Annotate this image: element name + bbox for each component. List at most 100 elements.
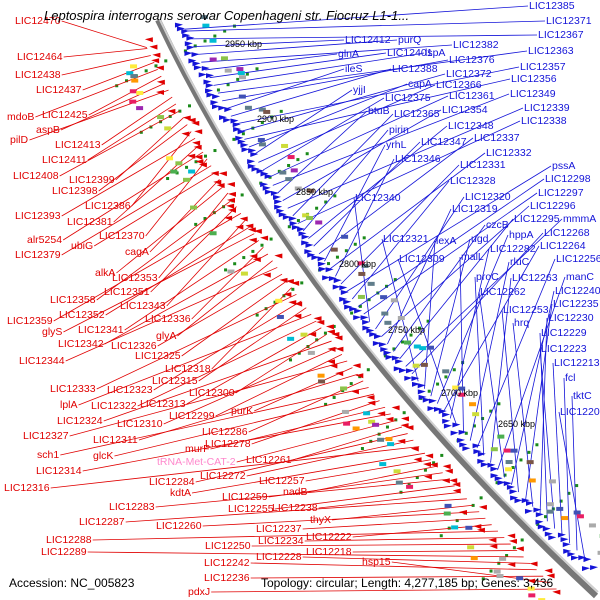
leader-line [391, 561, 550, 583]
cog-color-box [546, 509, 554, 514]
cog-color-box [442, 369, 450, 374]
gene-label: LIC12313 [140, 398, 186, 410]
gene-label: LIC12413 [55, 139, 101, 151]
cog-color-box [352, 426, 360, 431]
gene-label: LIC12237 [256, 523, 302, 535]
gene-label: tktC [573, 390, 592, 402]
gene-label: rluC [510, 256, 530, 268]
cog-color-box [390, 298, 398, 303]
leader-line [474, 276, 485, 456]
forward-strand-arrow [247, 159, 256, 165]
reverse-strand-arrow [224, 215, 233, 221]
gene-label: glcK [93, 450, 113, 462]
cog-color-box [397, 316, 405, 321]
scale-dot [400, 340, 404, 344]
forward-strand-arrow [311, 255, 320, 261]
cog-color-box [556, 506, 564, 511]
cog-color-box [294, 186, 302, 191]
scale-dot [535, 443, 539, 447]
scale-dot [279, 109, 283, 113]
forward-strand-arrow [477, 458, 486, 464]
gene-label: mdoB [7, 111, 34, 123]
gene-label: LIC12213 [554, 357, 600, 369]
cog-color-box [499, 556, 507, 561]
leader-line [189, 34, 538, 40]
gene-label: LIC12326 [111, 340, 157, 352]
reverse-strand-arrow [327, 359, 336, 365]
scale-dot [241, 132, 245, 136]
gene-label: sch1 [37, 449, 59, 461]
forward-strand-arrow [291, 224, 300, 230]
forward-strand-arrow [325, 267, 334, 273]
gene-label: LIC12353 [112, 272, 158, 284]
cog-color-box [561, 516, 569, 521]
scale-dot [296, 219, 300, 223]
forward-strand-arrow [218, 105, 227, 111]
forward-strand-arrow [240, 142, 249, 148]
scale-dot [297, 351, 301, 355]
gene-label: LIC12324 [57, 415, 103, 427]
gene-label: LIC12264 [540, 240, 586, 252]
scale-dot [367, 298, 371, 302]
forward-strand-arrow [212, 104, 221, 110]
forward-strand-arrow [438, 408, 447, 414]
scale-dot [452, 368, 456, 372]
scale-dot [383, 354, 387, 358]
forward-strand-arrow [560, 537, 569, 543]
forward-strand-arrow [247, 163, 256, 169]
leader-line [563, 377, 570, 544]
gene-label: pilD [10, 134, 29, 146]
cog-color-box [281, 143, 289, 148]
forward-strand-arrow [201, 65, 210, 71]
leader-line [253, 89, 353, 156]
scale-dot [269, 237, 273, 241]
forward-strand-arrow [332, 284, 341, 290]
leader-line [185, 20, 546, 32]
gene-label: LIC12393 [15, 210, 61, 222]
forward-strand-arrow [274, 199, 283, 205]
scale-dot [315, 206, 319, 210]
reverse-strand-arrow [216, 183, 225, 189]
cog-color-box [290, 168, 298, 173]
leader-line [250, 575, 544, 579]
leader-line [104, 253, 269, 345]
scale-dot [350, 311, 354, 315]
forward-strand-arrow [422, 397, 431, 403]
leader-line [101, 96, 173, 146]
cog-color-box [588, 523, 596, 528]
forward-strand-arrow [506, 484, 515, 490]
reverse-strand-arrow [198, 162, 207, 168]
leader-line [63, 48, 148, 58]
forward-strand-arrow [366, 328, 375, 334]
gene-label: LIC12351 [104, 286, 150, 298]
cog-color-box [263, 109, 271, 114]
cog-color-box [419, 346, 427, 351]
gene-label: LIC12321 [383, 233, 429, 245]
scale-dot [289, 358, 293, 362]
gene-label: LIC12337 [474, 132, 520, 144]
leader-line [469, 261, 510, 441]
scale-dot [335, 255, 339, 259]
reverse-strand-arrow [515, 546, 524, 552]
cog-color-box [307, 188, 315, 193]
leader-line [177, 260, 273, 337]
forward-strand-arrow [176, 26, 185, 32]
leader-line [251, 400, 380, 445]
gene-label: LIC12238 [272, 502, 318, 514]
reverse-strand-arrow [352, 363, 361, 369]
reverse-strand-arrow [308, 332, 317, 338]
gene-label: LIC12425 [42, 109, 88, 121]
gene-label: LIC12300 [189, 387, 235, 399]
leader-lines [29, 5, 585, 593]
gene-label: LIC12283 [109, 501, 155, 513]
leader-line [302, 517, 486, 530]
gene-label: LIC12361 [449, 90, 495, 102]
leader-line [92, 530, 498, 541]
forward-strand-arrow [372, 341, 381, 347]
scale-dot [527, 450, 531, 454]
leader-line [201, 44, 453, 63]
cog-color-box [129, 89, 137, 94]
gene-label: LIC12339 [524, 102, 570, 114]
cog-color-box [420, 362, 428, 367]
